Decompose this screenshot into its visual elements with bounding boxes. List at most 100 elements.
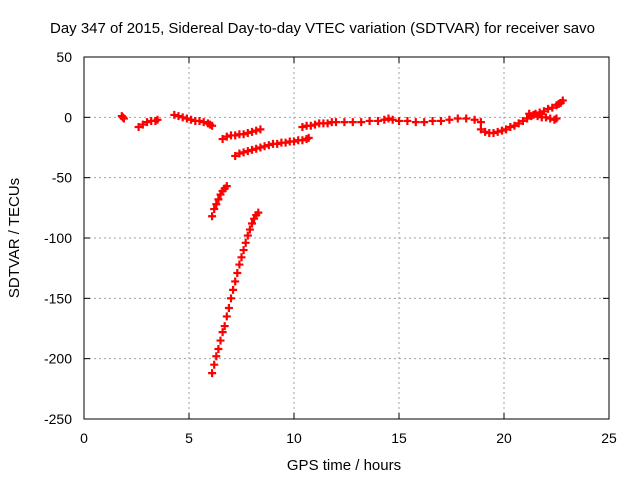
chart-title: Day 347 of 2015, Sidereal Day-to-day VTE… — [50, 20, 595, 37]
data-point — [248, 145, 256, 154]
data-point — [304, 133, 313, 142]
y-tick-label: -200 — [44, 351, 72, 367]
data-point — [264, 141, 273, 150]
data-point — [514, 119, 523, 128]
y-tick-label: 50 — [56, 49, 72, 65]
data-point — [365, 116, 374, 125]
data-point — [178, 113, 187, 122]
data-point — [380, 115, 389, 124]
data-point — [476, 118, 485, 127]
data-point — [476, 125, 485, 134]
data-point — [523, 114, 532, 123]
data-point — [256, 125, 265, 134]
data-point — [403, 116, 412, 125]
data-point — [233, 268, 242, 277]
data-point — [281, 138, 290, 147]
data-point — [241, 238, 250, 247]
data-point — [182, 114, 191, 123]
data-point — [544, 104, 553, 113]
data-point — [420, 118, 429, 127]
data-point — [231, 277, 240, 286]
data-point — [548, 103, 557, 112]
data-point — [306, 121, 315, 130]
y-tick-label: -250 — [44, 411, 72, 427]
data-point — [506, 122, 515, 131]
data-point — [119, 114, 128, 123]
data-point — [248, 219, 256, 228]
data-point — [539, 107, 548, 116]
data-point — [187, 115, 196, 124]
data-point — [243, 231, 252, 240]
x-tick-label: 5 — [185, 430, 193, 446]
data-point — [395, 116, 403, 125]
data-point — [245, 225, 254, 234]
data-point — [235, 260, 244, 269]
data-point — [533, 112, 542, 121]
data-point — [143, 118, 151, 127]
data-point — [493, 127, 502, 136]
data-point — [208, 369, 217, 378]
axis-ticks: 0 5 10 15 20 25 50 0 -50 -100 -150 -200 -250 — [44, 49, 617, 446]
data-point — [229, 285, 238, 294]
data-point — [529, 110, 538, 119]
data-point — [462, 114, 471, 123]
data-points — [117, 96, 567, 378]
data-point — [212, 200, 221, 209]
data-point — [311, 120, 319, 129]
data-point — [231, 131, 240, 140]
data-point — [235, 149, 244, 158]
data-point — [298, 122, 307, 131]
data-point — [489, 129, 498, 138]
data-point — [195, 116, 204, 125]
data-point — [214, 345, 223, 354]
data-point — [558, 96, 567, 105]
data-point — [239, 148, 248, 157]
data-point — [388, 115, 397, 124]
data-point — [428, 116, 437, 125]
data-point — [525, 109, 534, 118]
x-tick-label: 0 — [80, 430, 88, 446]
data-point — [174, 112, 183, 121]
data-point — [243, 129, 252, 138]
data-point — [210, 360, 219, 369]
data-point — [218, 135, 227, 144]
data-point — [453, 114, 462, 123]
y-tick-label: -50 — [52, 170, 72, 186]
data-point — [239, 246, 248, 255]
data-point — [252, 144, 261, 153]
data-point — [227, 294, 235, 303]
data-point — [298, 136, 307, 145]
data-point — [348, 118, 357, 127]
data-point — [470, 115, 479, 124]
data-point — [273, 139, 282, 148]
data-point — [374, 116, 382, 125]
x-tick-label: 25 — [601, 430, 617, 446]
data-point — [437, 116, 445, 125]
data-point — [542, 113, 550, 122]
data-point — [552, 114, 561, 123]
data-point — [248, 127, 256, 136]
data-point — [445, 115, 454, 124]
x-tick-label: 15 — [391, 430, 407, 446]
data-point — [212, 352, 221, 361]
data-point — [220, 322, 229, 331]
data-point — [340, 118, 349, 127]
data-point — [384, 114, 393, 123]
data-point — [214, 195, 223, 204]
data-point — [239, 130, 248, 139]
data-point — [518, 116, 527, 125]
data-point — [134, 122, 143, 131]
data-point — [218, 328, 227, 337]
data-point — [222, 312, 231, 321]
x-tick-label: 10 — [286, 430, 302, 446]
data-point — [237, 253, 246, 262]
data-point — [138, 120, 147, 129]
data-point — [252, 126, 261, 135]
data-point — [290, 137, 298, 146]
data-point — [260, 142, 269, 151]
data-point — [216, 336, 225, 345]
data-point — [170, 110, 179, 119]
data-point — [332, 118, 340, 127]
data-point — [411, 118, 420, 127]
